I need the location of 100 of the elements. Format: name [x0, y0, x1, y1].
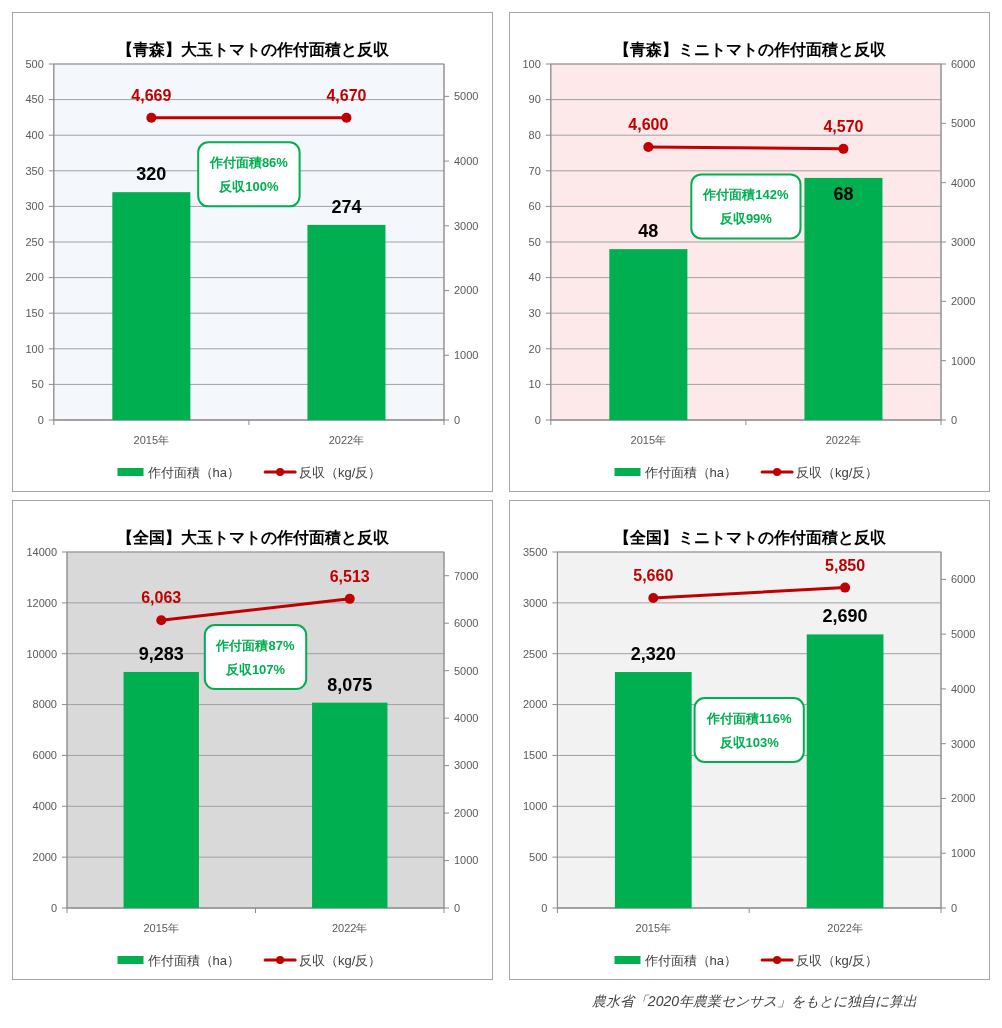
data-label: 320: [136, 164, 167, 185]
x-tick-label: 2022年: [328, 434, 365, 446]
y2-tick-label: 5000: [454, 664, 479, 677]
y-tick-label: 200: [25, 271, 44, 284]
y2-tick-label: 0: [454, 413, 461, 426]
y2-tick-label: 5000: [951, 117, 976, 130]
y-tick-label: 4000: [32, 800, 57, 813]
y-tick-label: 400: [25, 129, 44, 142]
chart-title: 【青森】ミニトマトの作付面積と反収: [613, 41, 887, 58]
data-label: 9,283: [138, 643, 184, 664]
y-tick-label: 300: [25, 200, 44, 213]
x-tick-label: 2015年: [630, 434, 667, 446]
y-tick-label: 8000: [32, 698, 57, 711]
y-tick-label: 0: [541, 901, 548, 914]
legend-label: 反収（kg/反）: [796, 952, 879, 968]
y2-tick-label: 1000: [454, 854, 479, 867]
annotation: 作付面積86% 反収100%: [208, 154, 289, 194]
y-tick-label: 0: [534, 413, 541, 426]
y-tick-label: 500: [529, 850, 548, 863]
chart-title: 【青森】大玉トマトの作付面積と反収: [116, 41, 390, 58]
y-tick-label: 0: [37, 413, 44, 426]
y-tick-label: 10: [528, 378, 541, 391]
text: 農水省「2020年農業センサス」をもとに独自に算出: [591, 993, 917, 1009]
data-label: 274: [331, 196, 362, 217]
y2-tick-label: 7000: [454, 569, 479, 582]
legend-label: 作付面積（ha）: [146, 464, 240, 480]
y-tick-label: 90: [528, 93, 541, 106]
y2-tick-label: 3000: [454, 759, 479, 772]
annotation: 作付面積142% 反収99%: [702, 186, 789, 226]
y2-tick-label: 4000: [454, 711, 479, 724]
legend-label: 作付面積（ha）: [643, 464, 737, 480]
x-tick-label: 2015年: [143, 922, 179, 934]
data-label: 2,320: [630, 644, 676, 665]
y-tick-label: 14000: [26, 545, 57, 558]
y2-tick-label: 1000: [454, 349, 479, 362]
y2-tick-label: 6000: [454, 617, 479, 630]
y2-tick-label: 4000: [951, 682, 976, 695]
y2-tick-label: 2000: [454, 806, 479, 819]
y-tick-label: 500: [25, 57, 44, 70]
y-tick-label: 60: [528, 200, 541, 213]
data-label: 68: [833, 183, 854, 204]
data-label: 4,600: [628, 116, 669, 134]
legend-label: 作付面積（ha）: [146, 952, 240, 968]
y-tick-label: 100: [522, 57, 541, 70]
y2-tick-label: 1000: [951, 354, 976, 367]
data-label: 6,513: [329, 567, 370, 585]
y-tick-label: 6000: [32, 749, 57, 762]
data-label: 2,690: [822, 606, 868, 627]
y-tick-label: 12000: [26, 596, 57, 609]
y2-tick-label: 1000: [951, 847, 976, 860]
y-tick-label: 2000: [32, 850, 57, 863]
y-tick-label: 250: [25, 235, 44, 248]
data-label: 5,660: [633, 567, 674, 585]
y2-tick-label: 2000: [454, 284, 479, 297]
y-tick-label: 3000: [522, 596, 548, 609]
legend-label: 反収（kg/反）: [299, 464, 382, 480]
x-tick-label: 2015年: [133, 434, 170, 446]
y2-tick-label: 5000: [951, 628, 976, 640]
data-label: 6,063: [141, 589, 182, 607]
y2-tick-label: 0: [951, 413, 958, 426]
y-tick-label: 3500: [522, 545, 548, 558]
y-tick-label: 100: [25, 342, 44, 355]
y-tick-label: 2000: [522, 698, 548, 711]
x-tick-label: 2022年: [827, 922, 863, 934]
x-tick-label: 2022年: [825, 434, 862, 446]
y-tick-label: 0: [50, 901, 57, 914]
y-tick-label: 2500: [522, 647, 548, 660]
y-tick-label: 350: [25, 164, 44, 177]
y2-tick-label: 5000: [454, 90, 479, 103]
y-tick-label: 80: [528, 129, 541, 142]
y-tick-label: 20: [528, 342, 541, 355]
y-tick-label: 70: [528, 164, 541, 177]
data-label: 5,850: [825, 556, 866, 574]
data-label: 8,075: [327, 674, 373, 695]
y2-tick-label: 4000: [951, 176, 976, 189]
y2-tick-label: 6000: [951, 57, 976, 70]
data-label: 4,670: [326, 86, 367, 104]
y2-tick-label: 3000: [454, 219, 479, 232]
y2-tick-label: 0: [951, 901, 958, 914]
y-tick-label: 30: [528, 307, 541, 320]
legend-label: 反収（kg/反）: [299, 952, 382, 968]
y-tick-label: 1000: [522, 800, 548, 813]
y-tick-label: 50: [528, 235, 541, 248]
annotation: 作付面積87% 反収107%: [215, 637, 295, 677]
y-tick-label: 10000: [26, 647, 57, 660]
legend-label: 作付面積（ha）: [643, 952, 737, 968]
chart-title: 【全国】ミニトマトの作付面積と反収: [613, 529, 887, 546]
y2-tick-label: 2000: [951, 295, 976, 308]
y2-tick-label: 6000: [951, 573, 976, 586]
y2-tick-label: 4000: [454, 154, 479, 167]
y2-tick-label: 3000: [951, 737, 976, 750]
y2-tick-label: 0: [454, 901, 461, 914]
data-label: 4,570: [823, 117, 864, 135]
y2-tick-label: 3000: [951, 235, 976, 248]
data-label: 48: [638, 221, 659, 242]
y-tick-label: 50: [31, 378, 44, 391]
y2-tick-label: 2000: [951, 792, 976, 805]
x-tick-label: 2022年: [332, 922, 368, 934]
chart-title: 【全国】大玉トマトの作付面積と反収: [116, 529, 390, 546]
y-tick-label: 40: [528, 271, 541, 284]
